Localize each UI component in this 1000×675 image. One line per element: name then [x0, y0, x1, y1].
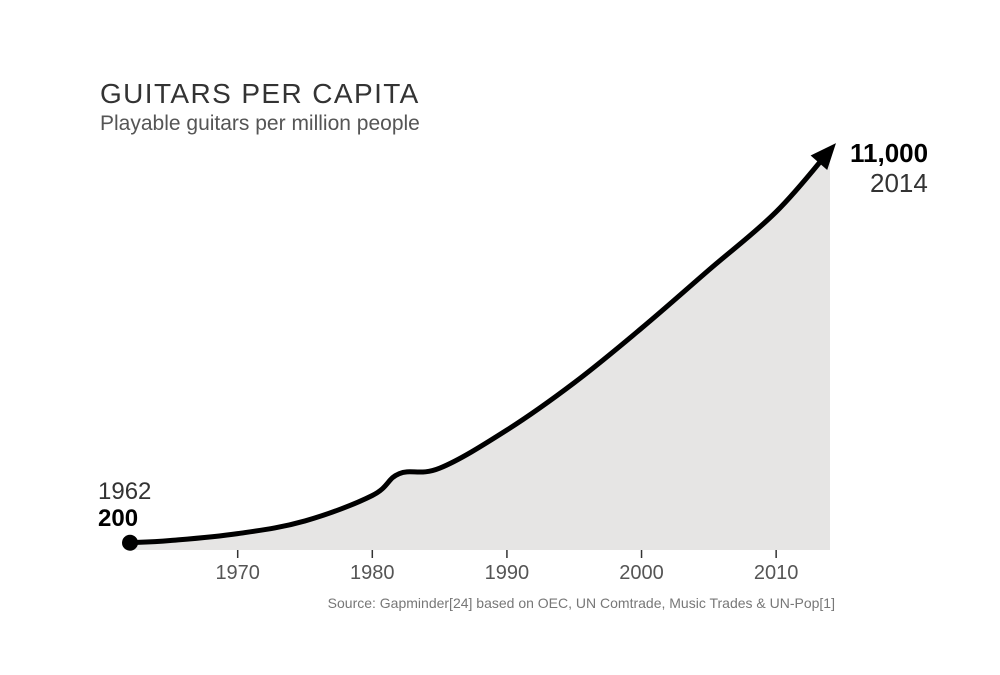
x-tick-label: 2000 — [619, 562, 664, 585]
end-year-label: 2014 — [870, 168, 928, 199]
chart-stage: { "canvas": { "width": 1000, "height": 6… — [0, 0, 1000, 675]
source-caption: Source: Gapminder[24] based on OEC, UN C… — [328, 595, 835, 611]
x-tick-label: 2010 — [754, 562, 799, 585]
start-marker — [122, 535, 138, 551]
area-fill — [130, 150, 830, 550]
x-tick-label: 1990 — [485, 562, 530, 585]
x-tick-label: 1980 — [350, 562, 395, 585]
start-value-label: 200 — [98, 505, 138, 533]
chart-subtitle: Playable guitars per million people — [100, 112, 420, 136]
x-tick-label: 1970 — [215, 562, 260, 585]
end-value-label: 11,000 — [850, 138, 928, 169]
chart-title: GUITARS PER CAPITA — [100, 78, 420, 110]
start-year-label: 1962 — [98, 478, 151, 506]
